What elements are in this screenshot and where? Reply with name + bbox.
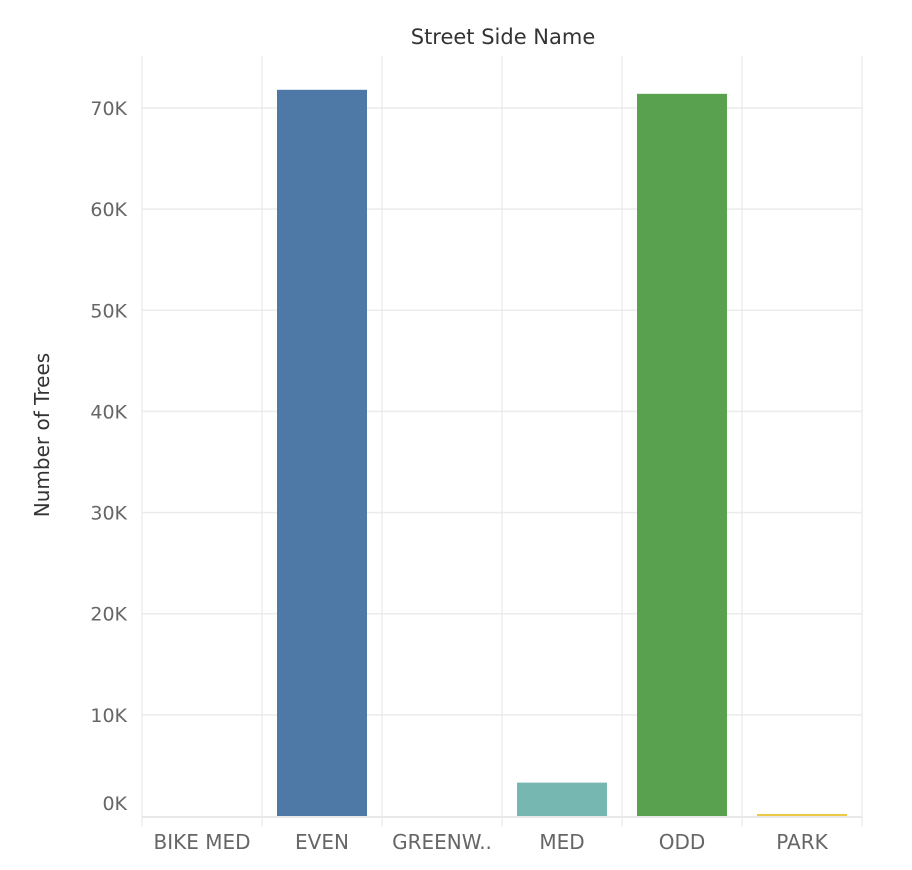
x-category-label: MED xyxy=(539,830,584,854)
x-axis-categories: BIKE MED EVEN GREENW.. MED ODD PARK xyxy=(153,830,828,854)
y-axis-ticks: 0K 10K 20K 30K 40K 50K 60K 70K xyxy=(90,98,127,815)
y-tick-label: 60K xyxy=(90,199,127,221)
y-axis-title: Number of Trees xyxy=(30,353,54,517)
y-tick-label: 0K xyxy=(102,793,127,815)
chart-title: Street Side Name xyxy=(411,25,596,49)
bar-even[interactable] xyxy=(277,89,367,816)
y-tick-label: 50K xyxy=(90,300,127,322)
bar-med[interactable] xyxy=(517,782,607,816)
y-tick-label: 40K xyxy=(90,401,127,423)
y-tick-label: 70K xyxy=(90,98,127,120)
category-dividers xyxy=(141,56,863,826)
bars xyxy=(277,89,847,817)
x-category-label: GREENW.. xyxy=(392,830,492,854)
y-tick-label: 20K xyxy=(90,604,127,626)
bar-park[interactable] xyxy=(757,813,847,816)
x-category-label: BIKE MED xyxy=(153,830,250,854)
y-tick-label: 10K xyxy=(90,705,127,727)
x-category-label: PARK xyxy=(776,830,828,854)
x-category-label: ODD xyxy=(659,830,706,854)
y-tick-label: 30K xyxy=(90,503,127,525)
bar-odd[interactable] xyxy=(637,93,727,817)
x-category-label: EVEN xyxy=(295,830,349,854)
